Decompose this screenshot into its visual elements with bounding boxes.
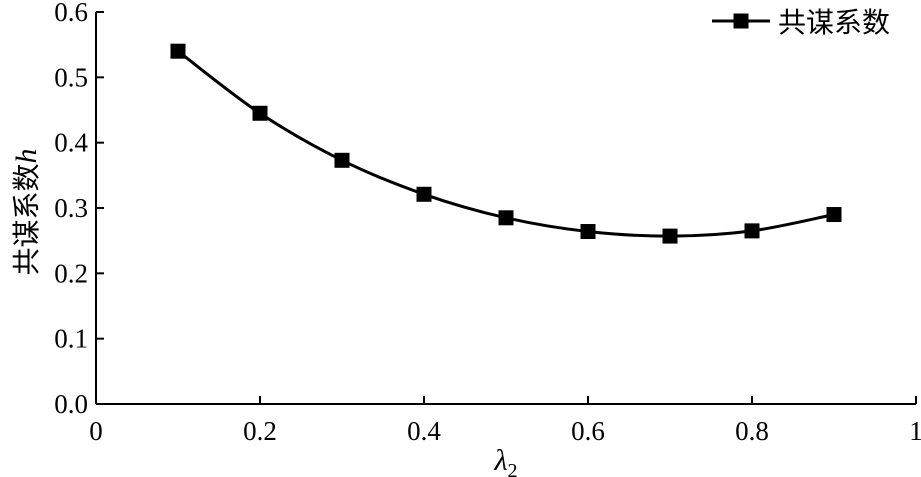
y-axis-title-text: 共谋系数 xyxy=(10,163,43,275)
data-point-marker xyxy=(170,43,186,59)
x-tick-label: 0.4 xyxy=(407,416,441,446)
data-point-marker xyxy=(662,228,678,244)
axes xyxy=(95,12,916,405)
y-axis-title-variable: h xyxy=(10,148,43,163)
y-axis-title: 共谋系数h xyxy=(10,148,43,275)
x-tick-label: 0.2 xyxy=(243,416,277,446)
data-point-marker xyxy=(580,224,596,240)
x-tick-label: 0.8 xyxy=(735,416,769,446)
x-tick-label: 0 xyxy=(89,416,103,446)
x-tick-label: 0.6 xyxy=(571,416,605,446)
y-tick-label: 0.1 xyxy=(54,324,88,354)
y-tick-label: 0.6 xyxy=(54,0,88,27)
x-tick-label: 1 xyxy=(909,416,921,446)
y-axis-ticks: 0.0 0.1 0.2 0.3 0.4 0.5 0.6 xyxy=(54,0,104,419)
x-axis-ticks: 0 0.2 0.4 0.6 0.8 1 xyxy=(89,396,921,446)
x-axis-title-subscript: 2 xyxy=(508,460,518,477)
x-axis-title-symbol: λ xyxy=(494,444,508,477)
y-tick-label: 0.0 xyxy=(54,389,88,419)
legend: 共谋系数 xyxy=(712,6,890,39)
y-tick-label: 0.5 xyxy=(54,62,88,92)
data-point-marker xyxy=(252,105,268,121)
y-tick-label: 0.4 xyxy=(54,128,88,158)
y-tick-label: 0.2 xyxy=(54,258,88,288)
x-axis-title: λ2 xyxy=(494,444,518,477)
data-point-marker xyxy=(744,223,760,239)
legend-square-marker xyxy=(733,13,749,29)
data-point-marker xyxy=(416,186,432,202)
data-point-marker xyxy=(334,152,350,168)
y-tick-label: 0.3 xyxy=(54,193,88,223)
data-point-marker xyxy=(826,207,842,223)
series-line xyxy=(177,50,835,238)
legend-label: 共谋系数 xyxy=(778,6,890,39)
data-point-marker xyxy=(498,210,514,226)
series-layer xyxy=(170,43,842,244)
